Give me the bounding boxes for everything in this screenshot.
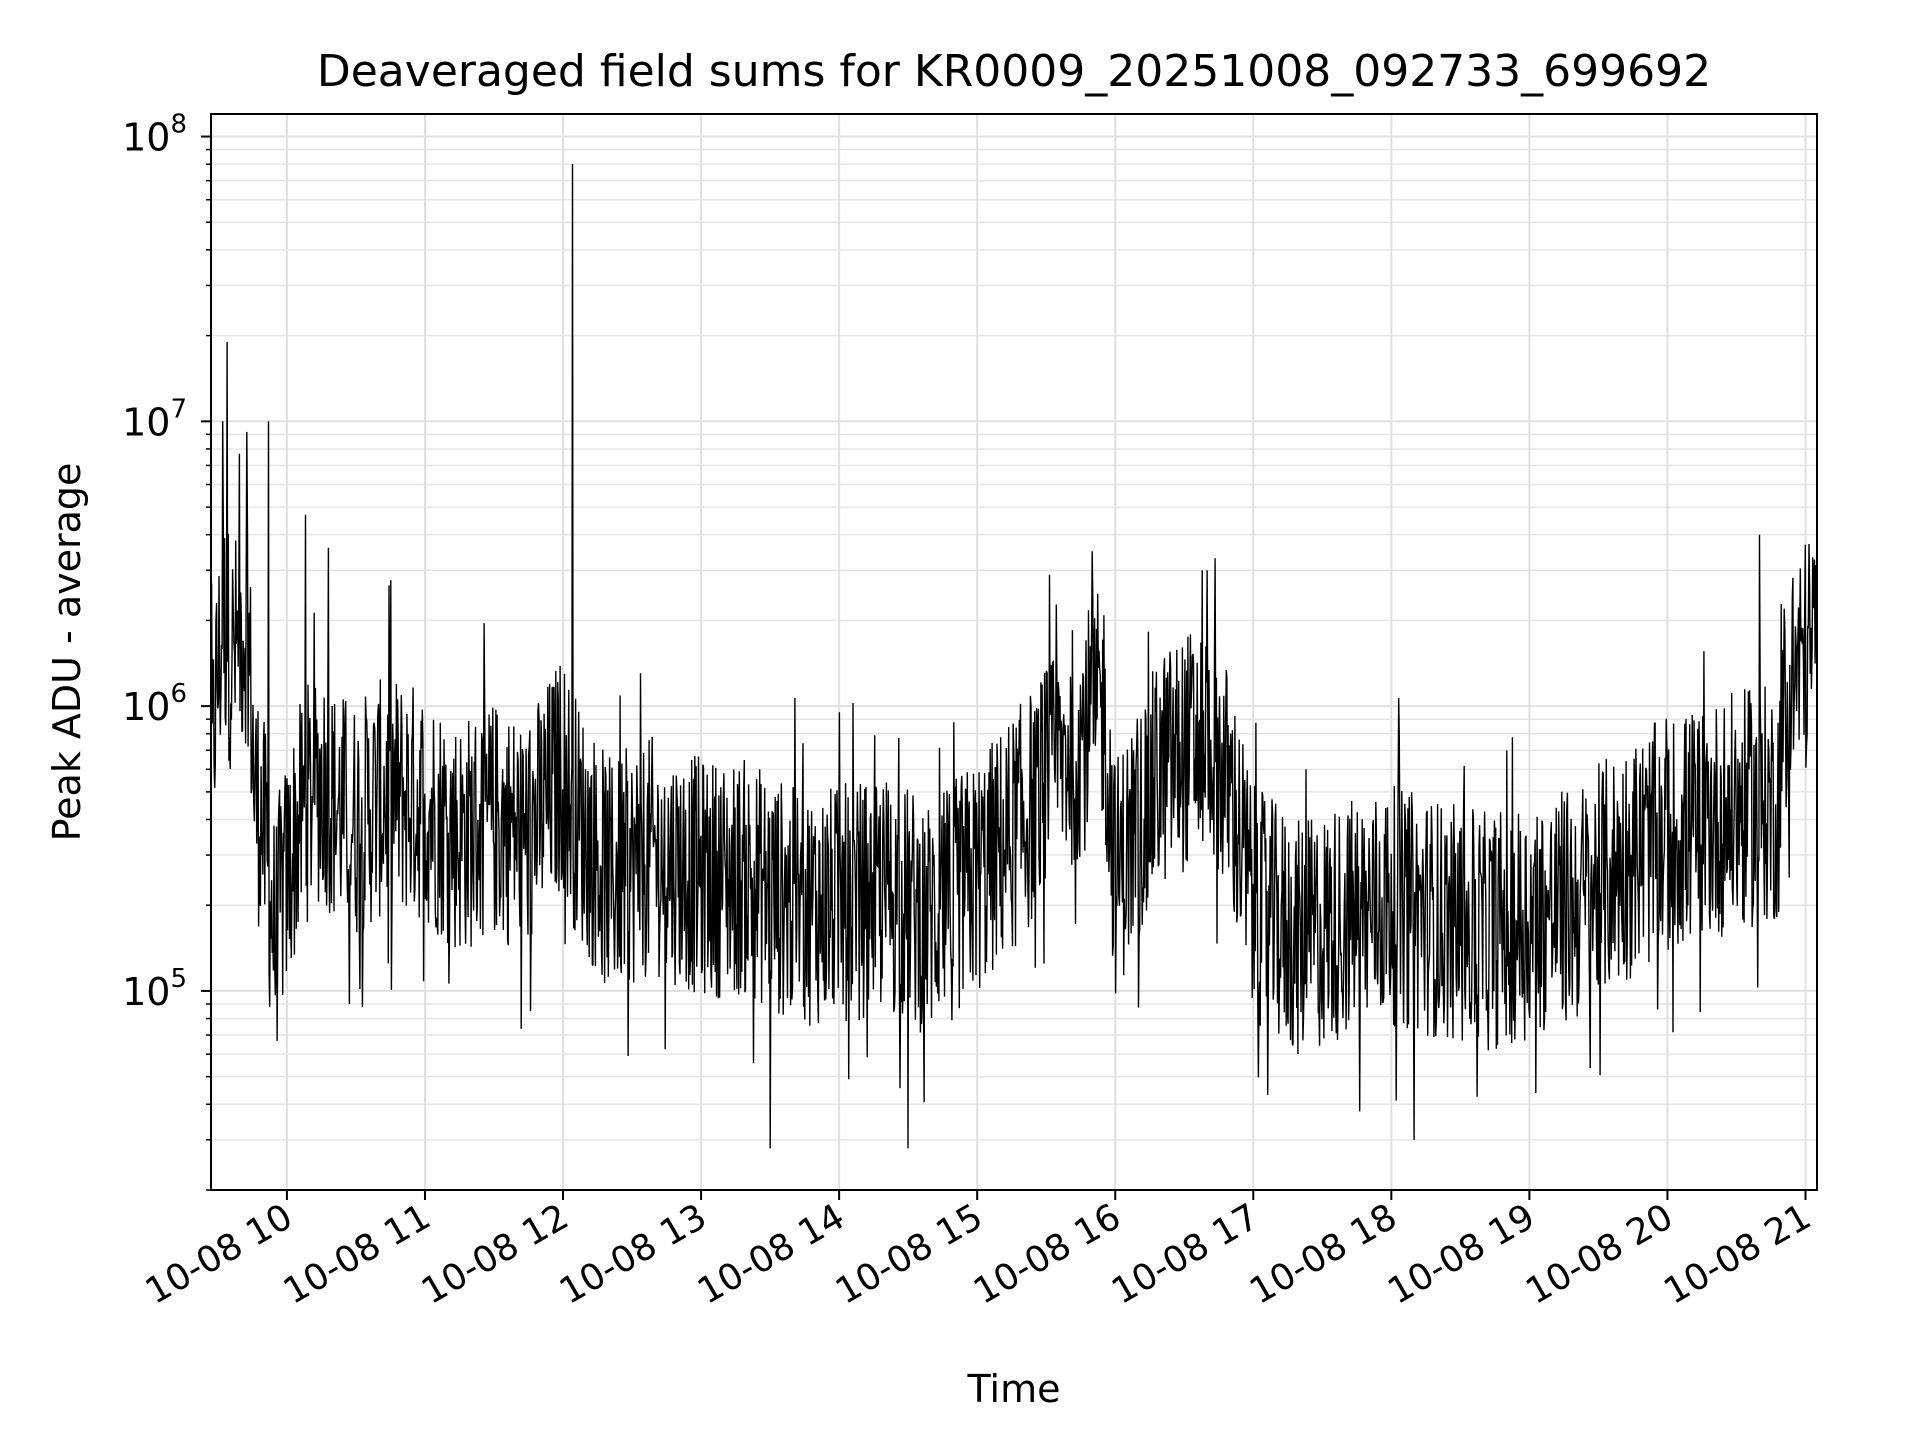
x-tick-label: 10-08 19	[1381, 1196, 1542, 1312]
y-tick-label: 106	[122, 679, 187, 729]
y-tick-label: 108	[122, 110, 187, 160]
plot-area	[210, 164, 1818, 1149]
x-tick-label: 10-08 14	[691, 1196, 852, 1312]
x-tick-label: 10-08 16	[967, 1196, 1128, 1312]
x-tick-label: 10-08 15	[829, 1196, 990, 1312]
chart-title: Deaveraged field sums for KR0009_2025100…	[317, 46, 1711, 97]
x-tick-label: 10-08 17	[1105, 1196, 1266, 1312]
y-tick-label: 105	[122, 964, 187, 1014]
x-tick-label: 10-08 11	[277, 1196, 438, 1312]
x-axis-label: Time	[967, 1367, 1061, 1411]
series-line	[210, 164, 1818, 1149]
y-axis: 105 106 107 108	[122, 110, 211, 1191]
grid	[211, 114, 1817, 1191]
axes-frame	[210, 113, 1818, 1191]
x-tick-label: 10-08 12	[415, 1196, 576, 1312]
y-tick-label: 107	[122, 394, 187, 444]
x-tick-label: 10-08 20	[1519, 1196, 1680, 1312]
y-axis-label: Peak ADU - average	[45, 463, 89, 842]
x-tick-label: 10-08 21	[1657, 1196, 1818, 1312]
x-tick-label: 10-08 13	[553, 1196, 714, 1312]
x-tick-label: 10-08 18	[1243, 1196, 1404, 1312]
x-tick-label: 10-08 10	[139, 1196, 300, 1312]
